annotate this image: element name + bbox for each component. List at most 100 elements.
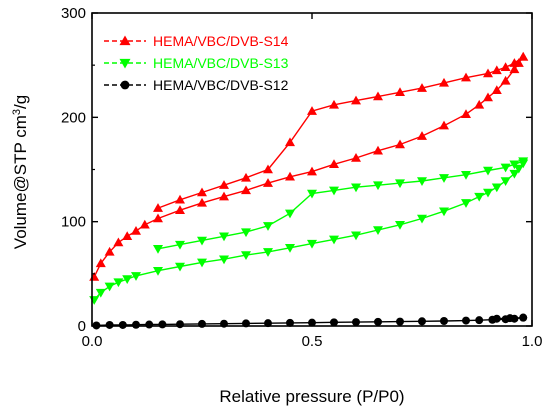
desorption-point — [461, 170, 471, 180]
adsorption-point — [330, 318, 338, 327]
adsorption-point — [264, 319, 272, 328]
legend-label: HEMA/VBC/DVB-S12 — [153, 77, 289, 93]
adsorption-point — [95, 258, 106, 268]
legend-marker — [119, 35, 131, 46]
adsorption-point — [439, 120, 449, 130]
adsorption-point — [373, 226, 383, 236]
adsorption-point — [513, 164, 524, 174]
adsorption-point — [158, 320, 167, 329]
series-HEMA/VBC/DVB-S12 — [92, 313, 528, 330]
desorption-point — [395, 179, 405, 189]
adsorption-point — [439, 207, 449, 217]
adsorption-point — [153, 213, 163, 223]
adsorption-point — [131, 272, 141, 281]
adsorption-point — [509, 64, 520, 74]
desorption-point — [417, 177, 427, 186]
adsorption-point — [219, 191, 229, 201]
axes-layer: 0.0 0.5 1.0 0 100 200 300 — [61, 5, 542, 350]
desorption-point — [509, 160, 520, 170]
desorption-point — [285, 137, 295, 147]
adsorption-point — [474, 99, 485, 109]
desorption-point — [483, 166, 493, 176]
adsorption-point — [329, 235, 339, 245]
desorption-point — [241, 228, 251, 238]
desorption-point — [518, 157, 529, 167]
adsorption-point — [145, 320, 154, 329]
x-tick-label: 0.0 — [82, 333, 103, 350]
desorption-point — [417, 83, 427, 92]
adsorption-point — [475, 316, 484, 325]
adsorption-point — [307, 166, 317, 176]
desorption-point — [500, 62, 511, 72]
legend-marker — [120, 80, 130, 90]
adsorption-point — [113, 278, 124, 288]
desorption-point — [500, 163, 511, 173]
adsorption-point — [122, 275, 133, 285]
adsorption-point — [417, 131, 427, 140]
desorption-point — [395, 87, 405, 97]
legend-item: HEMA/VBC/DVB-S13 — [104, 55, 289, 71]
adsorption-line — [93, 162, 524, 301]
adsorption-point — [95, 288, 106, 298]
legend-marker — [119, 58, 131, 69]
adsorption-point — [197, 258, 207, 268]
adsorption-point — [374, 317, 382, 326]
desorption-point — [518, 51, 529, 61]
desorption-point — [219, 180, 229, 189]
desorption-point — [483, 68, 493, 78]
desorption-point — [175, 194, 185, 204]
desorption-point — [373, 91, 383, 101]
desorption-point — [219, 232, 229, 242]
adsorption-point — [500, 177, 511, 186]
adsorption-point — [500, 75, 511, 85]
legend-item: HEMA/VBC/DVB-S14 — [104, 33, 289, 49]
adsorption-point — [351, 231, 361, 241]
adsorption-point — [417, 214, 427, 224]
x-tick-label: 0.5 — [302, 333, 323, 350]
adsorption-point — [461, 199, 471, 208]
desorption-point — [197, 236, 207, 246]
adsorption-point — [491, 183, 502, 193]
series-HEMA/VBC/DVB-S14 — [89, 51, 529, 281]
adsorption-point — [132, 320, 140, 329]
desorption-point — [241, 172, 251, 182]
desorption-point — [351, 95, 361, 105]
y-tick-label: 300 — [61, 5, 86, 22]
adsorption-point — [491, 85, 502, 94]
desorption-point — [307, 189, 317, 199]
adsorption-point — [219, 255, 229, 265]
adsorption-point — [118, 320, 127, 329]
series-layer — [89, 51, 529, 330]
adsorption-point — [104, 246, 115, 256]
y-tick-label: 0 — [78, 318, 86, 335]
y-axis-title-main: Volume@STP cm — [11, 115, 30, 249]
adsorption-point — [176, 320, 184, 329]
desorption-point — [351, 183, 361, 193]
adsorption-point — [474, 192, 485, 202]
desorption-point — [153, 245, 163, 254]
adsorption-point — [483, 92, 493, 102]
adsorption-point — [351, 153, 361, 162]
adsorption-point — [396, 317, 404, 326]
desorption-point — [175, 240, 185, 250]
desorption-point — [439, 174, 449, 183]
adsorption-point — [153, 266, 163, 276]
adsorption-point — [263, 178, 273, 187]
adsorption-point — [395, 139, 405, 149]
adsorption-point — [483, 188, 493, 198]
adsorption-point — [462, 316, 470, 325]
adsorption-point — [509, 169, 520, 179]
y-axis-title-tail: /g — [11, 95, 30, 109]
desorption-point — [263, 164, 273, 174]
adsorption-point — [105, 320, 114, 329]
adsorption-point — [197, 197, 207, 207]
legend-label: HEMA/VBC/DVB-S14 — [153, 33, 289, 49]
desorption-point — [307, 106, 317, 115]
adsorption-point — [113, 237, 124, 247]
adsorption-point — [89, 296, 100, 305]
desorption-point — [461, 72, 471, 82]
series-HEMA/VBC/DVB-S13 — [89, 157, 529, 305]
desorption-point — [329, 99, 339, 109]
desorption-point — [509, 58, 520, 67]
x-tick-label: 1.0 — [522, 333, 543, 350]
